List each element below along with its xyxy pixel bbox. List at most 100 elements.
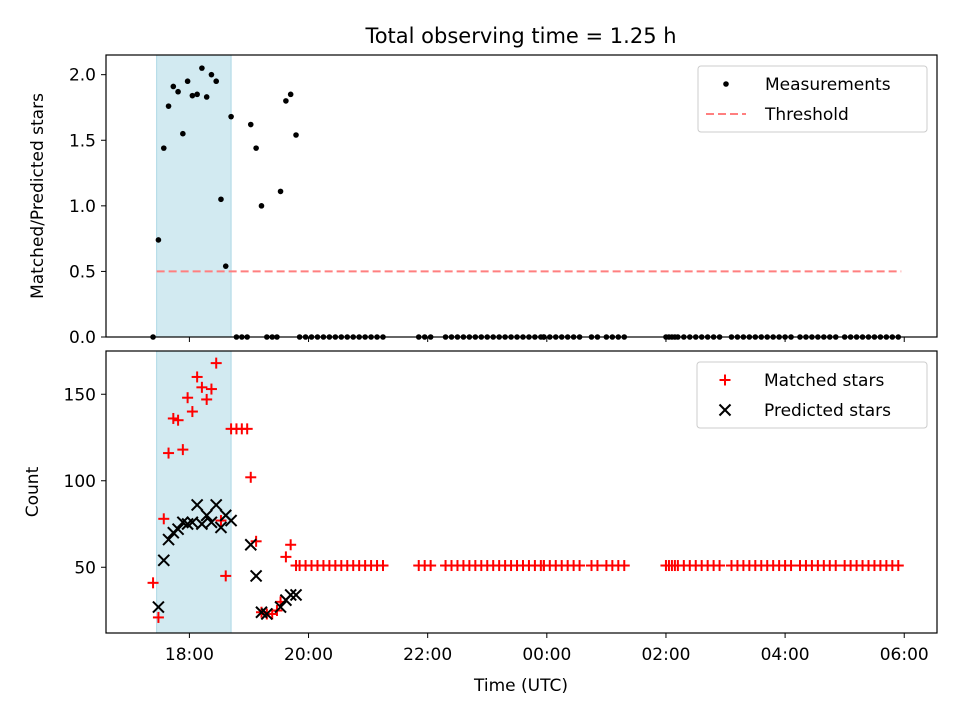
ylabel-bottom: Count [23,466,43,517]
predicted-point [289,588,303,602]
matched-point [245,471,257,483]
predicted-point [186,516,199,529]
y-tick-label: 150 [64,385,96,405]
chart-title: Total observing time = 1.25 h [364,24,676,48]
matched-point [377,560,389,572]
predicted-point [195,517,209,531]
x-tick-label: 02:00 [641,645,690,665]
matched-point [241,423,253,435]
matched-point [147,577,159,589]
matched-point [591,560,603,572]
y-tick-label: 0.5 [69,262,96,282]
legend-box [696,361,928,429]
measurement-point [218,196,224,203]
y-tick-label: 50 [74,558,96,578]
matched-point [210,357,222,369]
shaded-interval [156,54,232,338]
matched-point [285,539,297,551]
predicted-point [260,607,274,621]
measurement-point [293,132,299,138]
y-tick-label: 100 [64,472,96,492]
measurement-point [283,98,289,104]
measurement-point [213,78,220,85]
predicted-point [157,554,170,567]
predicted-point [205,516,218,529]
matched-point [669,560,681,572]
shaded-interval [156,350,232,634]
matched-point [220,570,232,582]
predicted-point [224,514,238,527]
legend-label: Threshold [764,105,849,125]
measurement-point [194,91,200,98]
predicted-point [214,521,228,534]
measurement-point [277,188,284,195]
matched-point [182,392,194,404]
measurement-point [228,113,234,120]
measurement-point [175,88,181,95]
legend: Measurements Threshold [697,65,928,133]
x-tick-label: 06:00 [880,645,929,665]
ylabel-top: Matched/Predicted stars [28,93,48,299]
y-tick-label: 1.0 [69,197,96,217]
measurement-point [180,130,186,137]
legend-measurement-marker [723,81,729,87]
measurement-point [247,121,254,128]
measurement-point [287,91,294,98]
measurement-point [165,103,172,109]
predicted-point [171,522,185,536]
y-tick-label: 0.0 [69,328,96,348]
matched-point [191,371,203,383]
matched-point [196,381,208,393]
plot-bottom: 50 100 150 18:00 20:00 22:00 00:00 02:00 04:00 06… [64,350,938,665]
predicted-point [152,600,165,614]
legend-box [697,65,928,133]
legend-label: Predicted stars [764,401,891,421]
legend-predicted-marker [718,403,732,417]
measurement-point [203,94,210,100]
xlabel: Time (UTC) [473,676,568,696]
measurement-point [184,78,191,85]
measurement-point [199,65,205,71]
predicted-point [190,498,204,512]
matched-point [167,412,179,424]
measurement-point [208,71,215,78]
axes-frame [105,54,938,338]
matched-point [574,560,586,572]
matched-point [177,444,189,456]
matched-point [172,414,184,426]
matched-point [830,560,842,572]
x-tick-label: 18:00 [165,645,214,665]
predicted-point [162,533,175,546]
measurement-point [222,263,229,269]
matched-point [714,560,726,572]
legend-label: Matched stars [764,371,884,391]
predicted-point [284,588,297,602]
x-tick-label: 20:00 [284,645,333,665]
x-tick-label: 22:00 [403,645,452,665]
legend: Matched stars Predicted stars [696,361,928,429]
measurement-point [160,145,167,151]
matched-point [152,611,164,623]
matched-point [618,560,630,572]
matched-point [425,560,437,572]
predicted-point [244,538,257,551]
matched-point [201,393,213,405]
predicted-point [274,600,287,614]
x-tick-label: 00:00 [522,645,571,665]
x-tick-label: 04:00 [761,645,810,665]
predicted-point [249,569,263,583]
legend-matched-marker [719,374,731,386]
matched-point [163,447,175,459]
matched-point [205,383,217,395]
matched-point [892,560,904,572]
matched-point [538,560,550,572]
plot-top: 0.0 0.5 1.0 1.5 2.0 Measurements Threshold [69,54,938,348]
legend-label: Measurements [765,75,891,95]
measurement-point [189,92,196,99]
measurement-point [155,237,162,243]
matched-point [158,513,170,525]
measurement-point [253,145,259,151]
predicted-point [200,509,213,522]
matched-point [280,551,292,563]
